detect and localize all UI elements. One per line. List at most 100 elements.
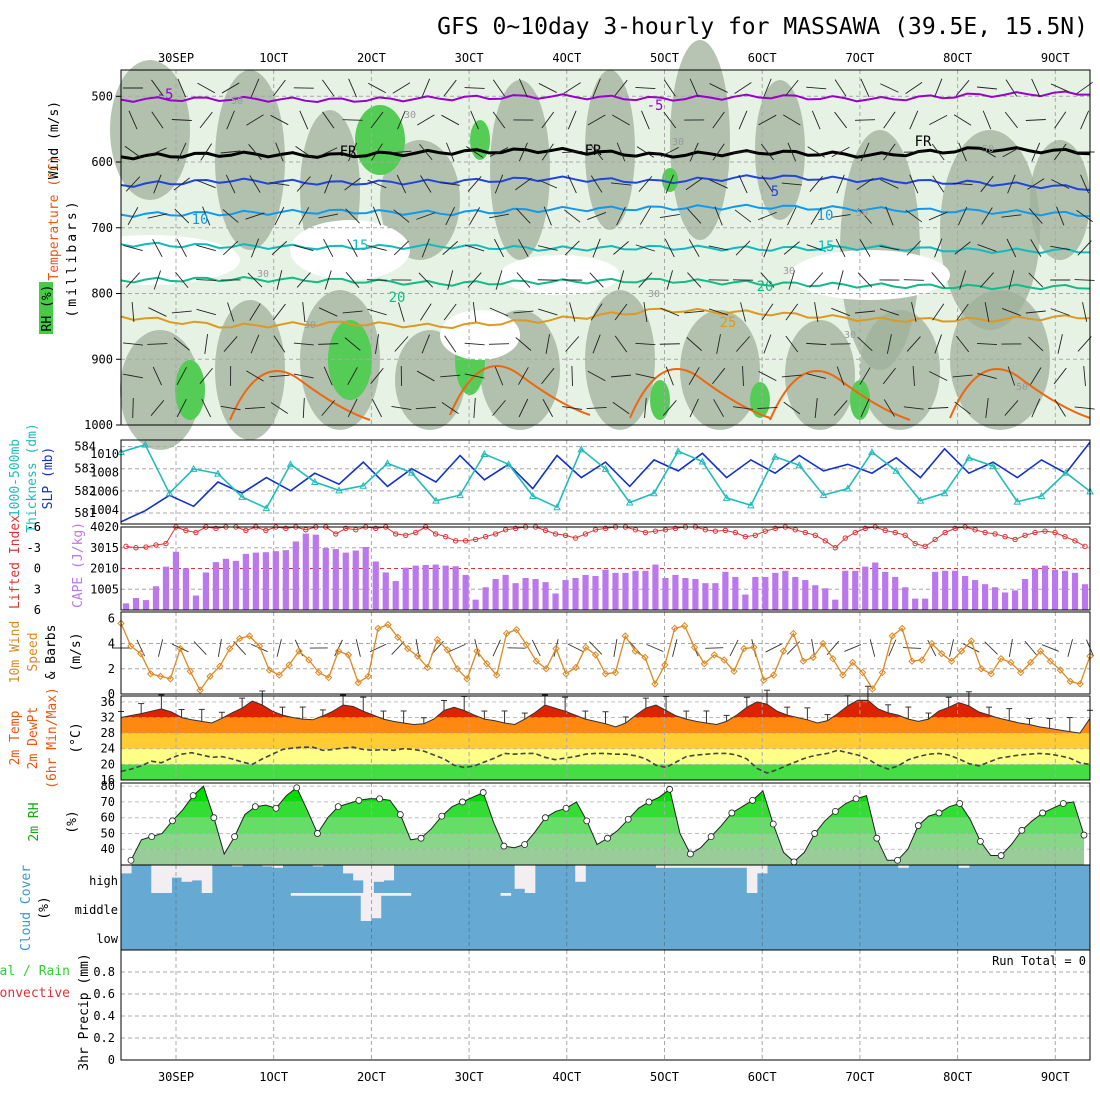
precip-tick-label: 0.8 xyxy=(93,965,115,979)
wind-tick-label: 4 xyxy=(108,637,115,651)
x-tick-label-top: 1OCT xyxy=(259,51,288,65)
cape-bar xyxy=(333,549,339,610)
cape-bar xyxy=(1062,571,1068,610)
cape-bar xyxy=(652,565,658,610)
cape-bar xyxy=(283,550,289,610)
temp-tick-label: 32 xyxy=(101,710,115,724)
wind-barb-10m xyxy=(647,644,664,651)
isotherm-label: FR xyxy=(585,143,602,159)
lifted-tick-label: -3 xyxy=(27,541,41,555)
rh-tick-label: 80 xyxy=(101,779,115,793)
cloud-middle-bar xyxy=(381,893,391,896)
isotherm-label: -5 xyxy=(647,98,664,114)
wind-barb-10m xyxy=(1009,639,1012,657)
cape-bar xyxy=(602,570,608,610)
x-tick-label-top: 9OCT xyxy=(1041,51,1070,65)
cape-bar xyxy=(143,600,149,610)
wind-barb-10m xyxy=(1042,645,1059,652)
rh-point xyxy=(190,793,196,799)
rh-point xyxy=(149,834,155,840)
cape-bar xyxy=(1012,590,1018,610)
wind-barb-10m xyxy=(950,639,954,657)
rh-contour-label: 50 xyxy=(856,208,868,219)
rh-point xyxy=(812,830,818,836)
cloud-high-bar xyxy=(161,865,172,893)
rh-high-shade xyxy=(750,382,770,418)
cape-bar xyxy=(203,572,209,610)
rh-point xyxy=(998,853,1004,859)
cape-bar xyxy=(782,571,788,610)
cloud-high-bar xyxy=(171,865,182,878)
rh-point xyxy=(584,818,590,824)
cape-bar xyxy=(483,587,489,610)
cape-bar xyxy=(802,580,808,610)
precip-tick-label: 0.4 xyxy=(93,1009,115,1023)
x-tick-label: 3OCT xyxy=(455,1070,484,1084)
rh-shade xyxy=(490,80,550,260)
rh-point xyxy=(459,799,465,805)
cape-bar xyxy=(822,588,828,610)
cape-bar xyxy=(952,571,958,610)
temp-band xyxy=(121,733,1090,749)
rh-point xyxy=(522,842,528,848)
cape-bar xyxy=(463,575,469,610)
cloud-high-bar xyxy=(343,865,354,873)
wind-barb-10m xyxy=(672,639,676,656)
cape-bar xyxy=(213,562,219,610)
cape-bar xyxy=(912,599,918,610)
rh-contour-label: 50 xyxy=(231,96,243,107)
wind-barb xyxy=(538,280,558,281)
rh-point xyxy=(605,835,611,841)
cape-bar xyxy=(902,587,908,610)
cape-bar xyxy=(812,585,818,610)
cape-bar xyxy=(582,575,588,610)
cape-bar xyxy=(762,577,768,610)
cape-bar xyxy=(562,580,568,610)
slp-line xyxy=(121,445,1090,508)
wind-barb-10m xyxy=(903,648,921,649)
cloud-middle-bar xyxy=(301,893,311,896)
cape-bar xyxy=(872,563,878,610)
rh-clear xyxy=(290,220,410,280)
x-tick-label-top: 5OCT xyxy=(650,51,679,65)
cloud-middle-bar xyxy=(361,893,371,921)
rh-contour-label: 30 xyxy=(648,289,660,300)
ylabel-wind-b: Speed xyxy=(26,632,41,671)
x-tick-label-top: 3OCT xyxy=(455,51,484,65)
cape-bar xyxy=(413,566,419,610)
ylabel-slp: SLP (mb) xyxy=(41,447,56,510)
wind-barb-10m xyxy=(870,639,875,656)
chart-title: GFS 0~10day 3-hourly for MASSAWA (39.5E,… xyxy=(437,14,1088,40)
panel-frame-thickness xyxy=(121,440,1090,524)
x-tick-label: 1OCT xyxy=(259,1070,288,1084)
cloud-middle-bar xyxy=(391,893,401,896)
cape-tick-label: 2010 xyxy=(90,562,119,576)
lifted-tick-label: 6 xyxy=(34,603,41,617)
cape-bar xyxy=(443,566,449,610)
cape-bar xyxy=(493,579,499,610)
wind-tick-label: 2 xyxy=(108,662,115,676)
rh-shade xyxy=(215,300,285,440)
cloud-high-bar xyxy=(383,865,394,880)
y-tick-label: 700 xyxy=(91,221,113,235)
cape-bar xyxy=(133,598,139,610)
cape-bar xyxy=(1032,569,1038,610)
cape-bar xyxy=(882,572,888,610)
wind-barb-10m xyxy=(277,639,281,656)
y-tick-label: 500 xyxy=(91,89,113,103)
x-tick-label-top: 6OCT xyxy=(748,51,777,65)
rh-high-shade xyxy=(328,320,372,400)
cloud-high-bar xyxy=(353,865,364,880)
wind-barb xyxy=(855,120,875,121)
rh-band xyxy=(121,849,1090,865)
cape-bar xyxy=(632,571,638,610)
rh-band xyxy=(121,818,1090,834)
rh-contour-label: 30 xyxy=(257,269,269,280)
run-total-label: Run Total = 0 xyxy=(992,954,1086,968)
rh-point xyxy=(915,823,921,829)
rh-tick-label: 40 xyxy=(101,842,115,856)
cape-bar xyxy=(722,572,728,610)
rh-contour-label: 50 xyxy=(1016,382,1028,393)
rh-point xyxy=(294,785,300,791)
right-tick-label: 1010 xyxy=(90,447,119,461)
